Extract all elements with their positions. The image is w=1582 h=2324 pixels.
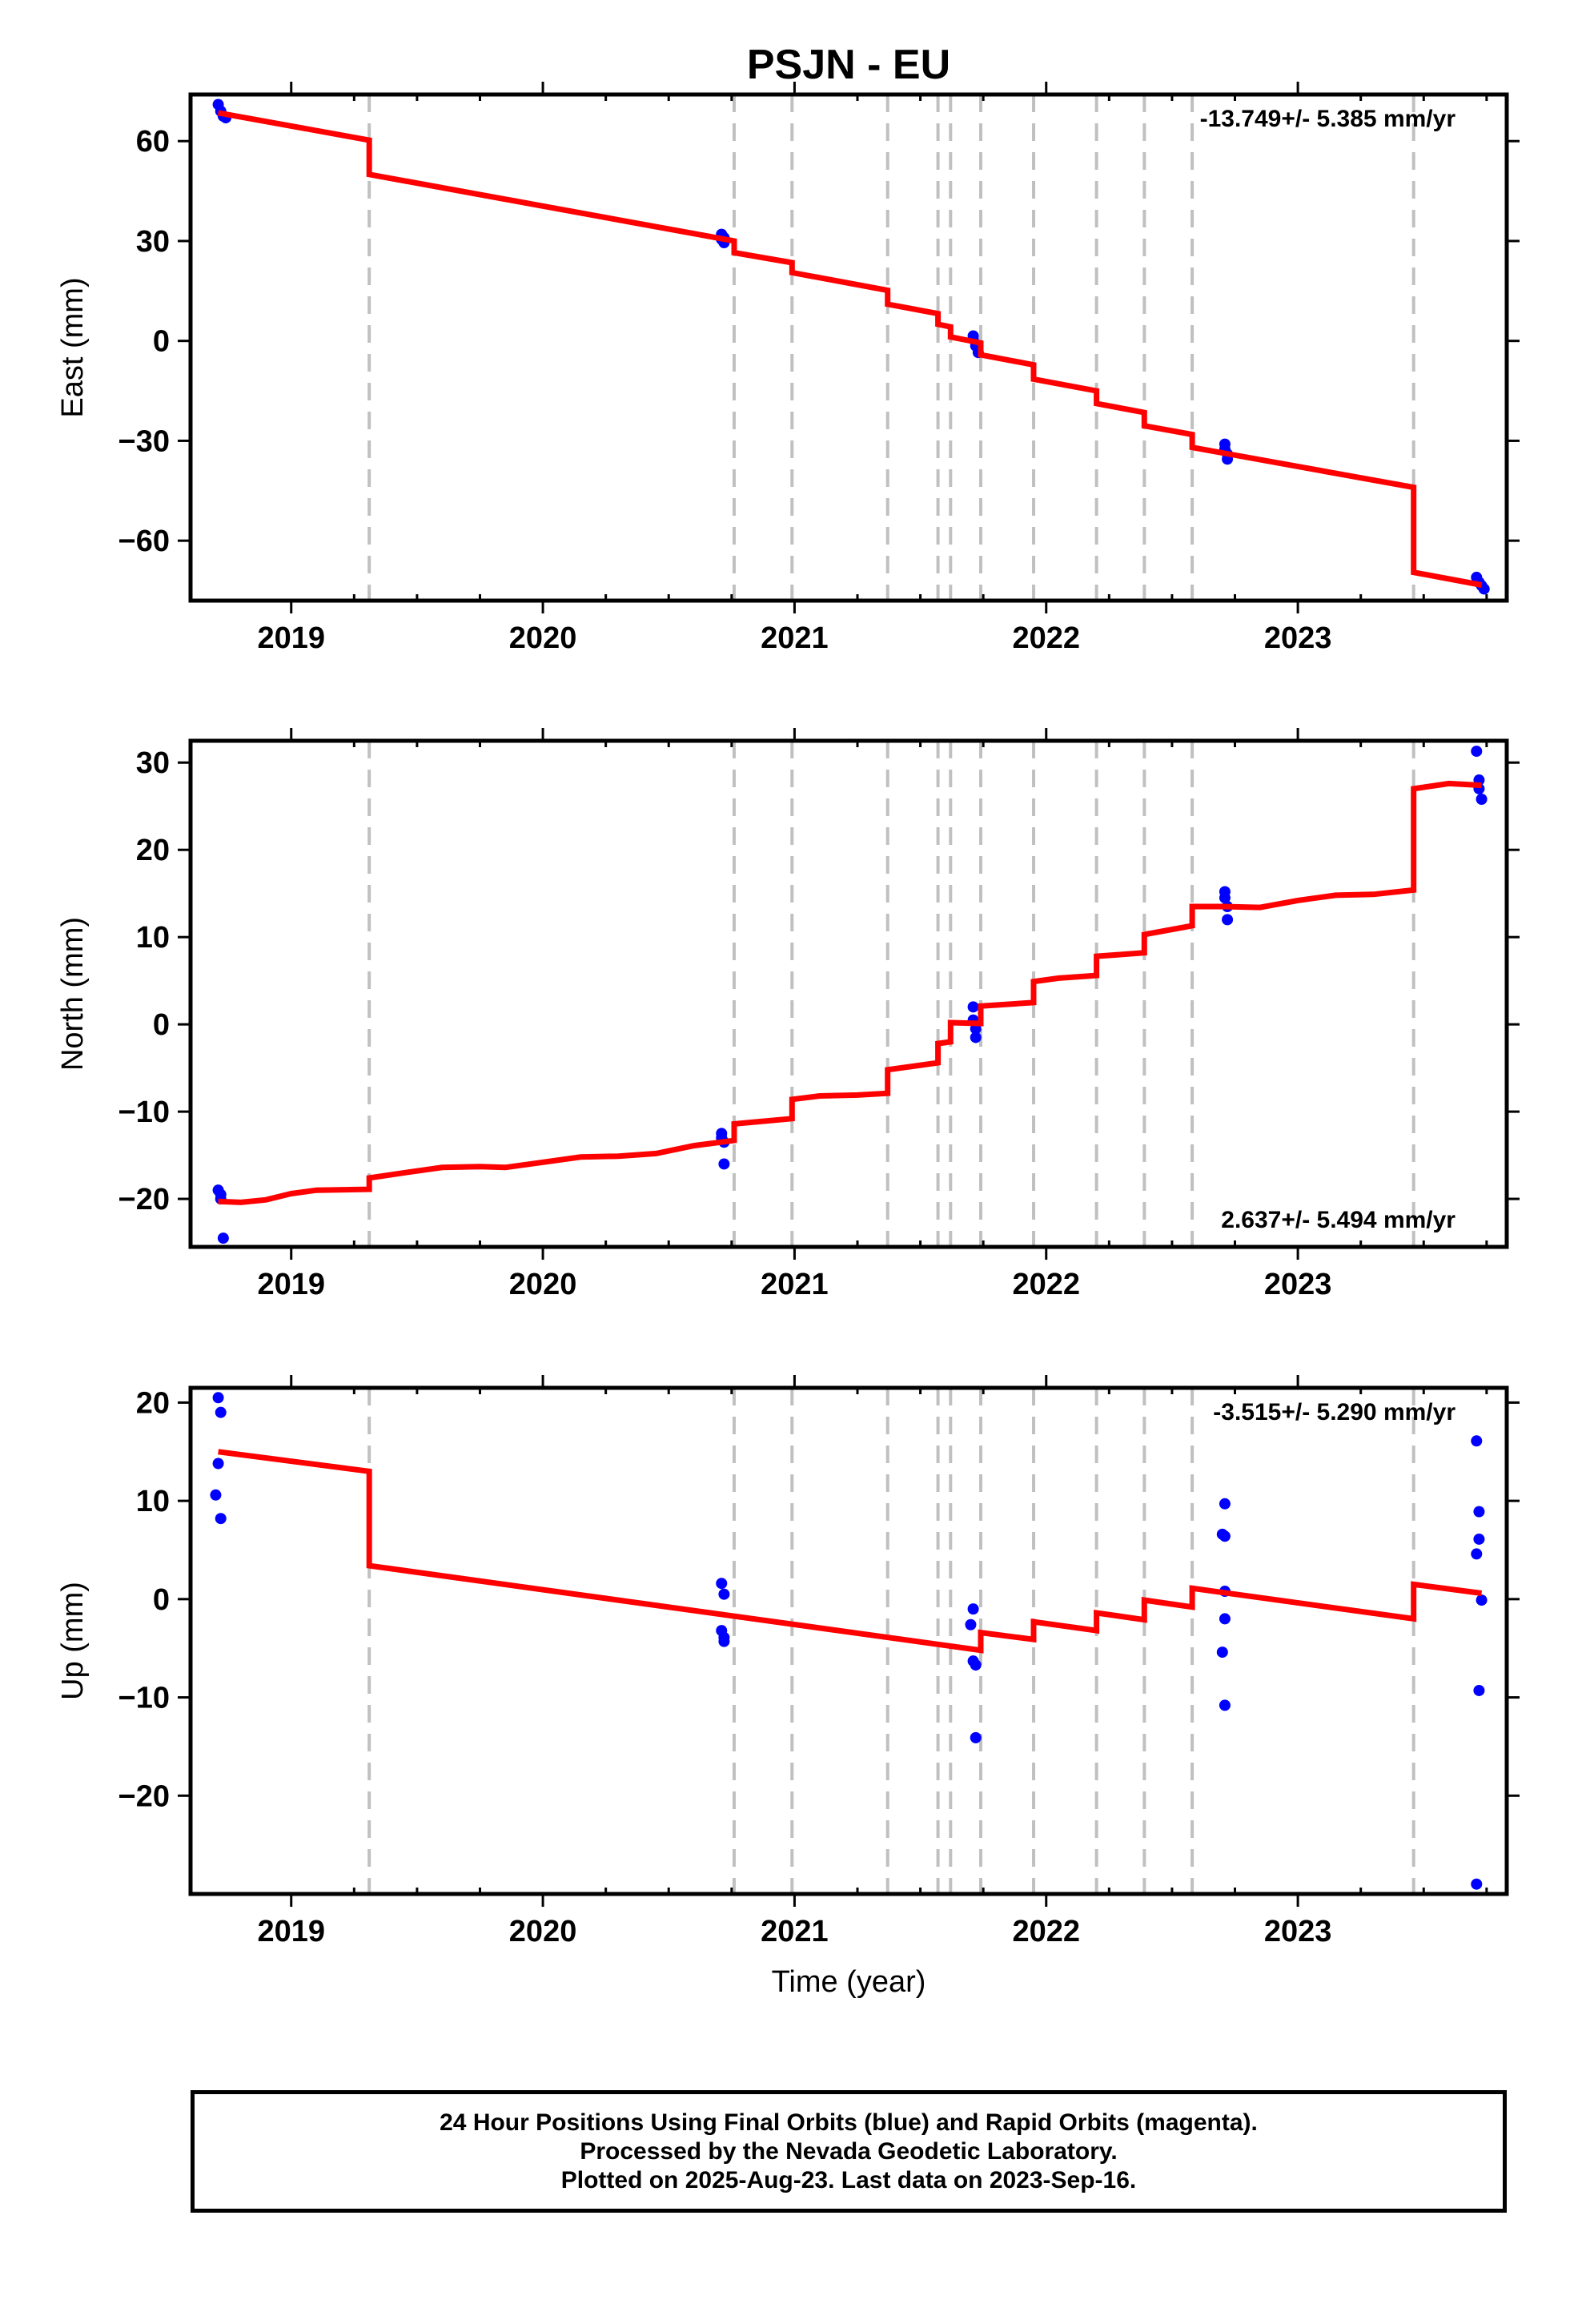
east-rate-label: -13.749+/- 5.385 mm/yr: [1200, 106, 1456, 132]
north-y-axis-label: North (mm): [56, 917, 90, 1071]
footer-line-2: Processed by the Nevada Geodetic Laborat…: [580, 2137, 1118, 2165]
north-data-point: [217, 1232, 229, 1244]
up-data-point: [1219, 1498, 1231, 1510]
up-data-point: [1471, 1435, 1483, 1447]
north-y-tick-label: −10: [118, 1096, 170, 1129]
east-panel: 2019 2020 2021 2022 2023 −60 −30 0 30 60 East (mm)…: [56, 82, 1520, 655]
up-data-point: [1473, 1533, 1485, 1545]
north-x-tick-label: 2020: [509, 1268, 577, 1301]
up-data-point: [1216, 1647, 1228, 1659]
up-data-point: [215, 1406, 227, 1418]
north-data-point: [970, 1031, 982, 1043]
up-data-point: [1471, 1548, 1483, 1560]
north-frame: [188, 738, 1509, 1249]
up-y-tick-label: 20: [136, 1386, 170, 1420]
up-x-tick-label: 2023: [1264, 1915, 1332, 1948]
east-y-tick-label: −60: [118, 525, 170, 558]
east-y-tick-label: 30: [136, 225, 170, 259]
up-data-point: [215, 1513, 227, 1525]
north-y-tick-label: −20: [118, 1183, 170, 1216]
up-panel: 2019 2020 2021 2022 2023 −20 −10 0 10 20 Up (mm) Ti…: [56, 1375, 1520, 1999]
east-y-tick-label: 60: [136, 125, 170, 159]
north-x-tick-label: 2023: [1264, 1268, 1332, 1301]
north-x-tick-label: 2022: [1012, 1268, 1080, 1301]
up-y-axis-label: Up (mm): [56, 1582, 90, 1700]
up-y-tick-label: 0: [153, 1583, 170, 1617]
up-frame: [188, 1385, 1509, 1896]
up-data-point: [970, 1659, 982, 1671]
east-x-tick-label: 2022: [1012, 621, 1080, 655]
up-x-tick-label: 2021: [761, 1915, 829, 1948]
up-y-tick-label: 10: [136, 1485, 170, 1518]
up-data-point: [716, 1578, 728, 1590]
up-data-point: [1476, 1594, 1488, 1606]
north-data-point: [1471, 746, 1483, 758]
north-y-tick-label: 0: [153, 1008, 170, 1042]
up-y-tick-label: −20: [118, 1779, 170, 1813]
north-y-tick-label: 30: [136, 746, 170, 780]
up-data-point: [718, 1635, 730, 1647]
up-data-point: [1473, 1506, 1485, 1518]
east-x-tick-label: 2019: [257, 621, 325, 655]
east-y-tick-label: −30: [118, 424, 170, 458]
up-x-tick-label: 2022: [1012, 1915, 1080, 1948]
up-data-point: [970, 1731, 982, 1743]
up-data-point: [212, 1392, 224, 1404]
east-frame: [188, 92, 1509, 603]
up-data-point: [210, 1489, 222, 1501]
up-data-point: [1473, 1684, 1485, 1696]
up-x-tick-label: 2019: [257, 1915, 325, 1948]
up-data-point: [1219, 1530, 1231, 1542]
up-x-tick-label: 2020: [509, 1915, 577, 1948]
north-data-point: [1476, 794, 1488, 806]
up-data-point: [967, 1603, 979, 1615]
chart-title: PSJN - EU: [747, 42, 950, 88]
north-panel: 2019 2020 2021 2022 2023 −20 −10 0 10 20 30 North (…: [56, 728, 1520, 1301]
north-rate-label: 2.637+/- 5.494 mm/yr: [1221, 1207, 1456, 1233]
up-model-line: [218, 1449, 1483, 1654]
east-y-tick-label: 0: [153, 325, 170, 359]
up-data-point: [1219, 1613, 1231, 1625]
north-x-tick-label: 2019: [257, 1268, 325, 1301]
footer-caption-box: 24 Hour Positions Using Final Orbits (bl…: [191, 2090, 1507, 2213]
east-x-tick-label: 2023: [1264, 621, 1332, 655]
up-y-tick-label: −10: [118, 1682, 170, 1715]
north-y-tick-label: 20: [136, 834, 170, 867]
north-x-tick-label: 2021: [761, 1268, 829, 1301]
footer-line-3: Plotted on 2025-Aug-23. Last data on 202…: [560, 2166, 1137, 2193]
up-x-axis-label: Time (year): [772, 1965, 926, 1999]
up-rate-label: -3.515+/- 5.290 mm/yr: [1213, 1399, 1456, 1425]
up-data-point: [1471, 1878, 1483, 1890]
east-model-line: [217, 110, 1483, 588]
east-y-axis-label: East (mm): [56, 277, 90, 417]
north-data-point: [967, 1001, 979, 1013]
north-y-tick-label: 10: [136, 921, 170, 955]
up-data-point: [718, 1588, 730, 1600]
north-data-point: [1222, 914, 1234, 926]
up-data-point: [1219, 1699, 1231, 1711]
up-data-point: [965, 1618, 977, 1630]
up-data-point: [212, 1458, 224, 1470]
east-x-tick-label: 2021: [761, 621, 829, 655]
north-data-point: [718, 1158, 730, 1170]
footer-line-1: 24 Hour Positions Using Final Orbits (bl…: [440, 2109, 1258, 2136]
north-data-point: [1219, 892, 1231, 904]
east-x-tick-label: 2020: [509, 621, 577, 655]
north-model-line: [218, 780, 1482, 1205]
